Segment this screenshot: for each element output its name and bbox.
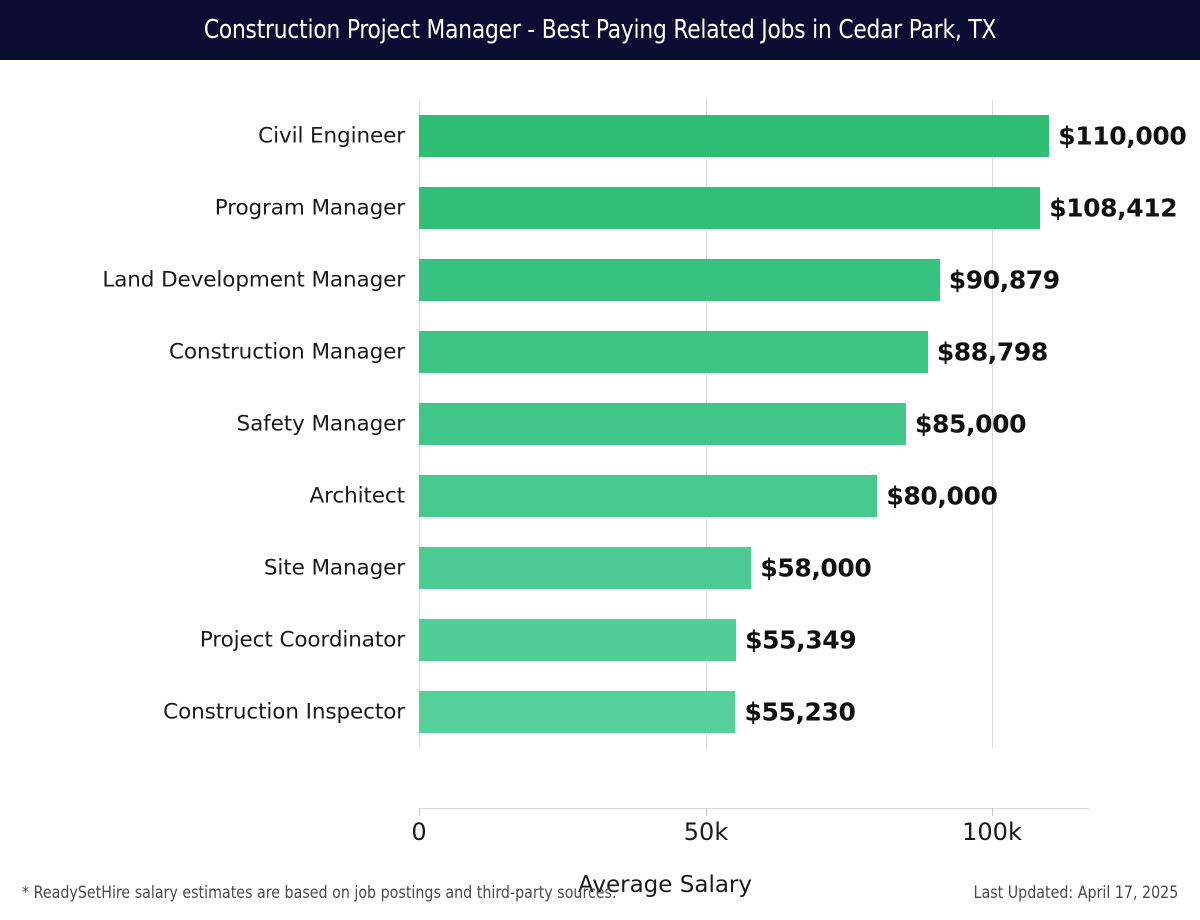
bar-value-label: $90,879: [948, 265, 1060, 295]
bar[interactable]: [419, 475, 878, 517]
bar-category-label: Construction Manager: [169, 339, 405, 365]
bar[interactable]: [419, 187, 1041, 229]
bar-row: Safety Manager $85,000: [0, 388, 1200, 460]
x-axis-line: [419, 808, 1089, 809]
bar-value-label: $108,412: [1049, 193, 1178, 223]
chart-plot-area: Civil Engineer $110,000 Program Manager $10…: [0, 60, 1200, 898]
bar-value-label: $58,000: [760, 553, 872, 583]
bar-value-label: $110,000: [1058, 121, 1187, 151]
bar-rows: Civil Engineer $110,000 Program Manager $10…: [0, 100, 1200, 748]
bar-category-label: Safety Manager: [236, 411, 406, 437]
x-tick-label-100k: 100k: [962, 818, 1022, 846]
bar[interactable]: [419, 547, 752, 589]
bar-row: Architect $80,000: [0, 460, 1200, 532]
bar[interactable]: [419, 619, 737, 661]
bar-category-label: Project Coordinator: [199, 627, 405, 653]
bar[interactable]: [419, 331, 928, 373]
footer-last-updated: Last Updated: April 17, 2025: [973, 882, 1178, 902]
bar-row: Project Coordinator $55,349: [0, 604, 1200, 676]
bar-row: Program Manager $108,412: [0, 172, 1200, 244]
chart-header-bar: Construction Project Manager - Best Payi…: [0, 0, 1200, 60]
footer-disclaimer: * ReadySetHire salary estimates are base…: [22, 882, 617, 902]
bar[interactable]: [419, 115, 1050, 157]
bar-category-label: Site Manager: [263, 555, 405, 581]
bar-category-label: Architect: [309, 483, 405, 509]
x-axis-title-wrap: Average Salary: [0, 872, 1200, 898]
x-tick-label-50k: 50k: [683, 818, 729, 846]
bar-value-label: $88,798: [936, 337, 1048, 367]
bar-row: Land Development Manager $90,879: [0, 244, 1200, 316]
bar-category-label: Land Development Manager: [102, 267, 405, 293]
chart-footer: * ReadySetHire salary estimates are base…: [0, 864, 1200, 920]
bar-value-label: $80,000: [886, 481, 998, 511]
bar-row: Construction Manager $88,798: [0, 316, 1200, 388]
bar-value-label: $85,000: [915, 409, 1027, 439]
bar-category-label: Program Manager: [214, 195, 405, 221]
tick-mark-50k: [706, 808, 707, 816]
bar-row: Site Manager $58,000: [0, 532, 1200, 604]
x-tick-label-0: 0: [411, 818, 427, 846]
bar-row: Construction Inspector $55,230: [0, 676, 1200, 748]
bar-category-label: Construction Inspector: [163, 699, 405, 725]
tick-mark-100k: [992, 808, 993, 816]
bar-row: Civil Engineer $110,000: [0, 100, 1200, 172]
bar[interactable]: [419, 691, 736, 733]
bar-category-label: Civil Engineer: [258, 123, 405, 149]
page-title: Construction Project Manager - Best Payi…: [203, 15, 997, 45]
tick-mark-0: [419, 808, 420, 816]
bar[interactable]: [419, 403, 907, 445]
bar-value-label: $55,230: [744, 697, 856, 727]
x-axis-title: Average Salary: [577, 872, 752, 898]
bar-value-label: $55,349: [745, 625, 857, 655]
bar[interactable]: [419, 259, 940, 301]
